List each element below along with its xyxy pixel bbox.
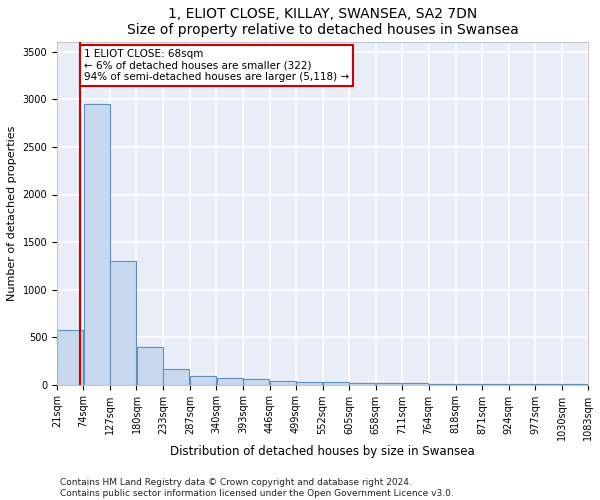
- Y-axis label: Number of detached properties: Number of detached properties: [7, 126, 17, 301]
- Bar: [376, 383, 402, 384]
- Bar: [217, 378, 243, 384]
- Bar: [296, 382, 322, 384]
- Bar: [110, 261, 136, 384]
- Text: Contains HM Land Registry data © Crown copyright and database right 2024.
Contai: Contains HM Land Registry data © Crown c…: [60, 478, 454, 498]
- Bar: [349, 382, 376, 384]
- Bar: [269, 380, 296, 384]
- Text: 1 ELIOT CLOSE: 68sqm
← 6% of detached houses are smaller (322)
94% of semi-detac: 1 ELIOT CLOSE: 68sqm ← 6% of detached ho…: [84, 49, 349, 82]
- Bar: [83, 104, 110, 384]
- X-axis label: Distribution of detached houses by size in Swansea: Distribution of detached houses by size …: [170, 445, 475, 458]
- Bar: [137, 348, 163, 385]
- Title: 1, ELIOT CLOSE, KILLAY, SWANSEA, SA2 7DN
Size of property relative to detached h: 1, ELIOT CLOSE, KILLAY, SWANSEA, SA2 7DN…: [127, 7, 518, 37]
- Bar: [243, 380, 269, 384]
- Bar: [163, 370, 190, 384]
- Bar: [323, 382, 349, 384]
- Bar: [190, 376, 217, 384]
- Bar: [57, 330, 83, 384]
